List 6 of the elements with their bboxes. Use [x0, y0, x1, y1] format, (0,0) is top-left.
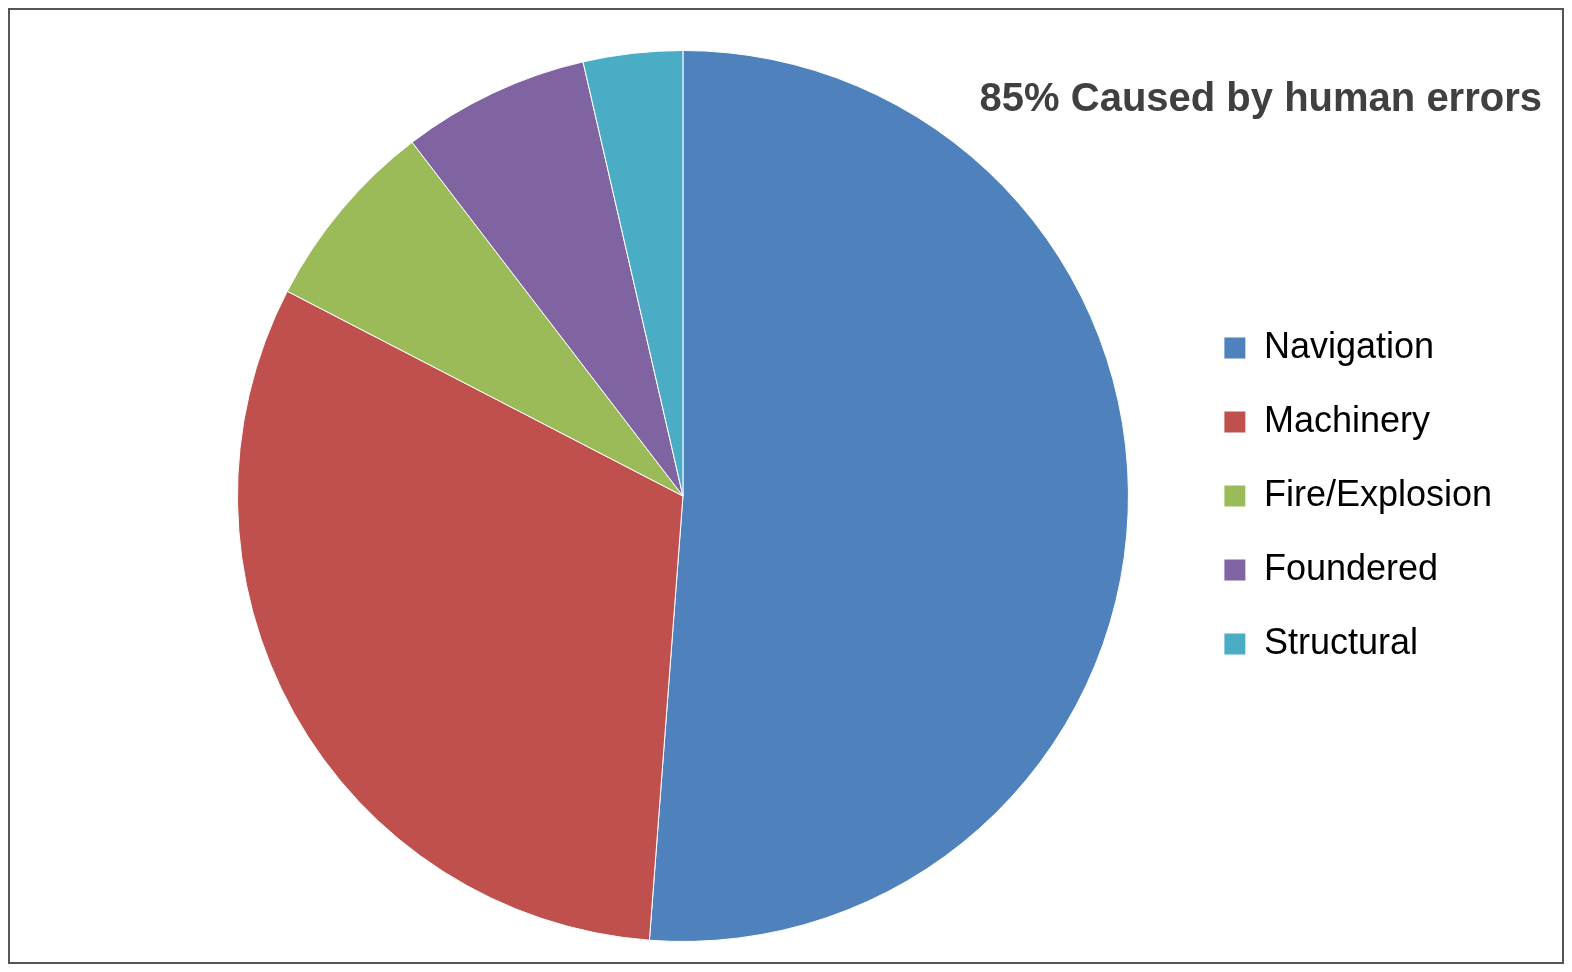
text: 85% Caused by human errors	[979, 75, 1542, 120]
legend-label: Navigation	[1263, 324, 1435, 366]
legend-label: Structural	[1263, 620, 1418, 662]
legend-label: Foundered	[1263, 546, 1439, 588]
legend-label: Fire/Explosion	[1263, 472, 1492, 514]
legend-label: Machinery	[1263, 398, 1430, 440]
